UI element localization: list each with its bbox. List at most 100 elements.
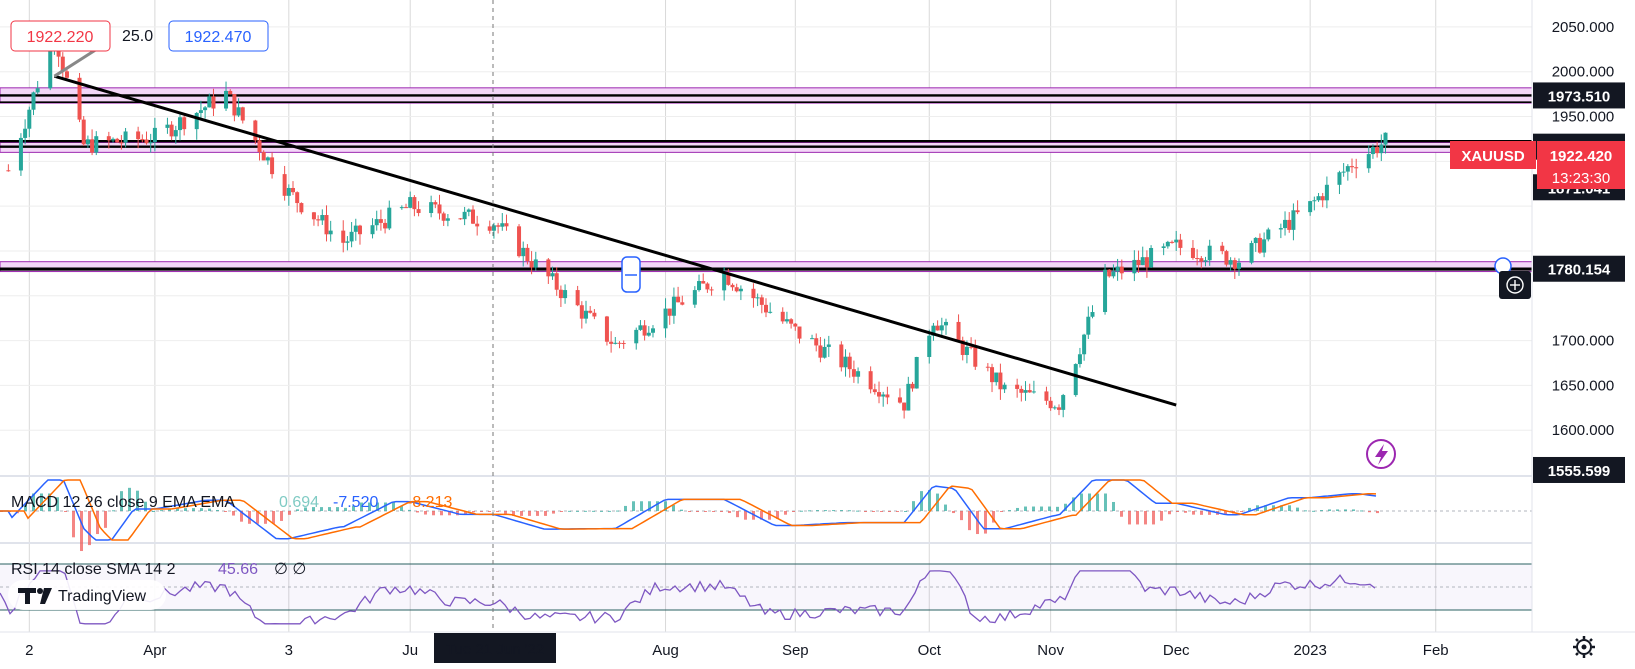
macd-hist-bar [1328,509,1331,511]
macd-hist-bar [1040,506,1043,511]
crosshair-time-badge [434,633,556,663]
time-tick-label: Aug [652,642,679,659]
candle-body [931,325,936,336]
candle-body [1190,247,1195,259]
price-tick-label: 2000.000 [1552,64,1615,81]
candle-body [240,107,245,121]
macd-hist-bar [888,511,891,512]
macd-hist-bar [672,505,675,511]
macd-hist-bar [1248,507,1251,511]
candle-body [228,90,233,95]
rsi-legend[interactable]: RSI 14 close SMA 14 2 45.66 ∅ ∅ [11,561,306,578]
macd-hist-bar [200,508,203,511]
time-axis[interactable]: 2 Apr 3 Ju Aug Sep Oct Nov Dec 2023 Feb Tue 21 Jun … [0,631,1635,663]
macd-hist-bar [432,511,435,516]
macd-hist-bar [416,511,419,513]
macd-hist-bar [48,493,51,511]
candle-body [6,170,11,172]
macd-hist-bar [88,511,91,546]
macd-hist-bar [880,511,883,512]
candle-body [646,332,651,336]
candle-body [1044,391,1049,401]
candle-body [1111,271,1116,277]
macd-hist-bar [1072,497,1075,511]
candle-body [634,329,639,344]
macd-hist-bar [664,501,667,511]
candle-body [1052,407,1057,409]
macd-hist-bar [696,511,699,512]
candle-body [111,138,116,141]
candle-body [969,346,974,348]
candle-body [935,325,940,331]
candle-body [136,131,141,140]
candle-body [1291,210,1296,230]
price-axis-bg [1532,0,1635,669]
candle-body [1031,391,1036,393]
macd-hist-bar [960,511,963,521]
macd-hist-bar [976,511,979,535]
candle-body [408,197,413,208]
macd-legend[interactable]: MACD 12 26 close 9 EMA EMA 0.694 -7.520 … [11,494,452,511]
candle-body [64,71,69,78]
macd-hist-bar [856,510,859,512]
candle-body [671,296,676,316]
macd-hist-bar [1144,511,1147,525]
candle-body [1283,219,1288,229]
candle-body [48,44,53,89]
macd-hist-bar [1200,511,1203,515]
candle-body [1253,237,1258,244]
macd-hist-bar [56,497,59,511]
macd-hist-bar [368,502,371,511]
candle-body [320,215,325,221]
candle-body [257,140,262,152]
macd-hist-bar [440,511,443,516]
candle-body [692,290,697,305]
gear-icon[interactable] [1573,636,1595,658]
candle-body [609,341,614,344]
level-tag-label: 1555.599 [1548,463,1611,480]
candle-body [1115,266,1120,272]
candle-body [1262,239,1267,253]
candle-body [1207,245,1212,261]
candle-body [433,202,438,205]
top-left-price: 1922.220 [27,29,94,46]
macd-hist-bar [192,508,195,511]
tradingview-logo[interactable]: TradingView [8,580,166,610]
candle-body [764,304,768,313]
macd-hist-bar [512,511,515,516]
lightning-icon[interactable] [1366,439,1396,469]
candle-body [1316,196,1321,201]
candle-body [357,225,362,235]
candle-body [404,207,409,209]
macd-hist-bar [1136,511,1139,525]
candle-body [1224,251,1229,265]
rsi-title: RSI 14 close SMA 14 2 [11,561,176,578]
price-tick-label: 1650.000 [1552,377,1615,394]
rsi-extra: ∅ ∅ [274,561,306,578]
macd-hist-bar [1264,505,1267,511]
macd-hist-bar [304,507,307,511]
add-alert-button[interactable] [1499,271,1531,299]
candle-body [291,187,296,193]
macd-hist-bar [208,508,211,511]
candle-body [253,120,258,141]
macd-hist-bar [1320,510,1323,512]
candle-body [973,346,978,367]
macd-hist-bar [1352,509,1355,511]
macd-hist-bar [864,511,867,512]
price-axis[interactable]: 2050.000 2000.000 1950.000 1700.000 1650.000… [1531,0,1635,669]
candle-body [990,367,995,383]
candle-body [964,346,969,355]
candle-body [1149,247,1154,268]
candle-body [994,372,999,383]
candle-body [902,402,907,411]
time-tick-label: 3 [285,642,293,659]
candle-body [759,297,764,305]
macd-hist-bar [64,511,67,512]
macd-hist-bar [1240,511,1243,512]
candle-body [462,211,467,220]
candle-body [328,230,333,235]
candle-body [697,281,702,291]
candle-body [90,139,95,153]
